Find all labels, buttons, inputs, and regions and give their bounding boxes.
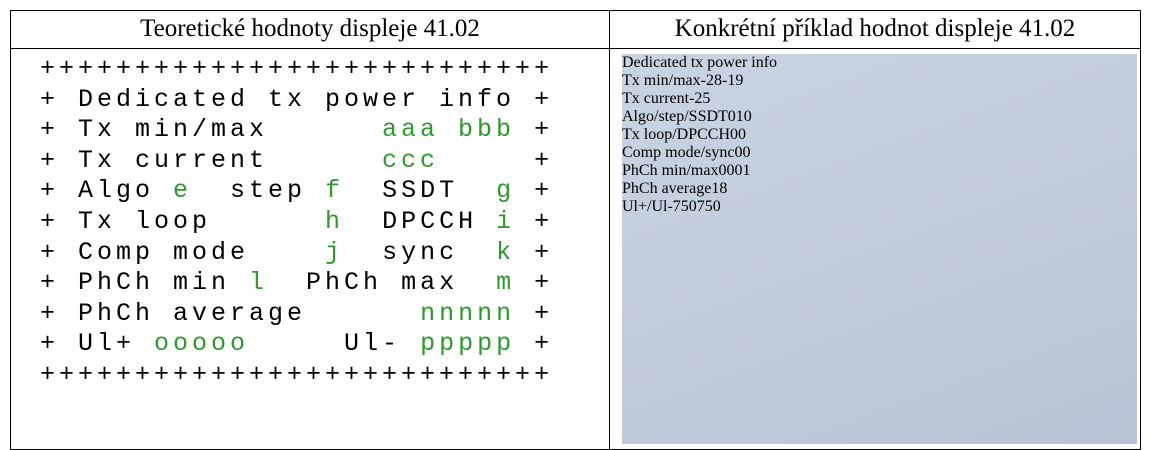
label-text: + Dedicated tx power info + — [40, 84, 554, 114]
label-text: + PhCh average — [40, 298, 421, 328]
label-text: + Algo — [40, 176, 174, 206]
label-text: + — [515, 115, 554, 145]
display-value: 750 — [672, 198, 697, 215]
label-text: + — [515, 329, 554, 359]
display-row: Ul+/Ul-750750 — [622, 198, 1137, 216]
label-text: DPCCH — [344, 206, 497, 236]
label-text: + Comp mode — [40, 237, 326, 267]
display-value: 0 — [738, 126, 747, 143]
header-left: Teoretické hodnoty displeje 41.02 — [140, 15, 480, 42]
label-text: + — [515, 206, 554, 236]
placeholder: ooooo — [154, 329, 250, 359]
display-label: PhCh min/max — [622, 162, 719, 179]
display-value: 0 — [727, 108, 736, 125]
template-line: + PhCh min l PhCh max m + — [40, 268, 553, 299]
label-text: + Tx current — [40, 145, 383, 175]
display-value: 1 — [735, 108, 744, 125]
label-text: + — [515, 237, 554, 267]
display-label: Comp mode/sync — [622, 144, 735, 161]
display-row: Algo/step/SSDT010 — [622, 108, 1137, 126]
display-row: Dedicated tx power info — [622, 54, 1137, 72]
placeholder: i — [496, 206, 516, 236]
display-value: 18 — [711, 180, 728, 197]
display-label: Tx loop/DPCCH — [622, 126, 731, 143]
display-value: 0 — [743, 108, 752, 125]
display-row: Tx loop/DPCCH00 — [622, 126, 1137, 144]
display-photo: Dedicated tx power info Tx min/max-28-19 T… — [622, 54, 1137, 444]
placeholder: aaa bbb — [382, 115, 516, 145]
template-line: + Tx current ccc + — [40, 146, 553, 177]
display-label: Tx min/max — [622, 72, 701, 89]
template-line: + Ul+ ooooo Ul- ppppp + — [40, 329, 553, 360]
display-value: 0 — [730, 126, 739, 143]
placeholder: nnnnn — [420, 298, 516, 328]
label-text: + Tx loop — [40, 206, 326, 236]
display-label: Tx current — [622, 90, 690, 107]
placeholder: g — [496, 176, 516, 206]
label-text: + — [515, 298, 554, 328]
display-value: -28 — [700, 72, 722, 89]
template-text: +++++++++++++++++++++++++++ + Dedicated t… — [40, 54, 553, 391]
label-text: Ul- — [249, 329, 421, 359]
display-label: PhCh average — [622, 180, 712, 197]
placeholder: m — [496, 268, 516, 298]
template-line: + Tx min/max aaa bbb + — [40, 115, 553, 146]
display-row: Tx current-25 — [622, 90, 1137, 108]
header-right: Konkrétní příklad hodnot displeje 41.02 — [674, 15, 1076, 42]
label-text: + Tx min/max — [40, 115, 383, 145]
display-value: 0 — [734, 144, 743, 161]
header-row — [10, 10, 1141, 49]
label-text: + — [515, 268, 554, 298]
placeholder: ccc — [382, 145, 440, 175]
template-line: + Dedicated tx power info + — [40, 85, 553, 116]
template-line: + Tx loop h DPCCH i + — [40, 207, 553, 238]
display-label: Dedicated tx power info — [622, 54, 778, 71]
display-value: 01 — [734, 162, 751, 179]
placeholder: ppppp — [420, 329, 516, 359]
template-line: + Comp mode j sync k + — [40, 238, 553, 269]
label-text: +++++++++++++++++++++++++++ — [40, 359, 554, 389]
display-row: Tx min/max-28-19 — [622, 72, 1137, 90]
label-text: PhCh max — [268, 268, 497, 298]
placeholder: l — [249, 268, 269, 298]
display-label: Ul+/Ul- — [622, 198, 673, 215]
placeholder: e — [173, 176, 193, 206]
display-row: PhCh min/max0001 — [622, 162, 1137, 180]
label-text: + — [515, 176, 554, 206]
display-value: 0 — [742, 144, 751, 161]
display-row: PhCh average18 — [622, 180, 1137, 198]
display-value: 00 — [718, 162, 735, 179]
display-row: Comp mode/sync00 — [622, 144, 1137, 162]
label-text: +++++++++++++++++++++++++++ — [40, 54, 554, 83]
display-value: -25 — [689, 90, 711, 107]
template-line: + PhCh average nnnnn + — [40, 299, 553, 330]
label-text: + PhCh min — [40, 268, 250, 298]
template-line: +++++++++++++++++++++++++++ — [40, 360, 553, 391]
placeholder: h — [325, 206, 345, 236]
placeholder: j — [325, 237, 345, 267]
template-line: + Algo e step f SSDT g + — [40, 176, 553, 207]
label-text: SSDT — [344, 176, 497, 206]
display-value: 750 — [696, 198, 721, 215]
placeholder: k — [496, 237, 516, 267]
label-text: + — [439, 145, 554, 175]
display-label: Algo/step/SSDT — [622, 108, 728, 125]
placeholder: f — [325, 176, 345, 206]
display-value: -19 — [721, 72, 744, 89]
label-text: + Ul+ — [40, 329, 155, 359]
label-text: sync — [344, 237, 497, 267]
template-line: +++++++++++++++++++++++++++ — [40, 54, 553, 85]
label-text: step — [192, 176, 326, 206]
